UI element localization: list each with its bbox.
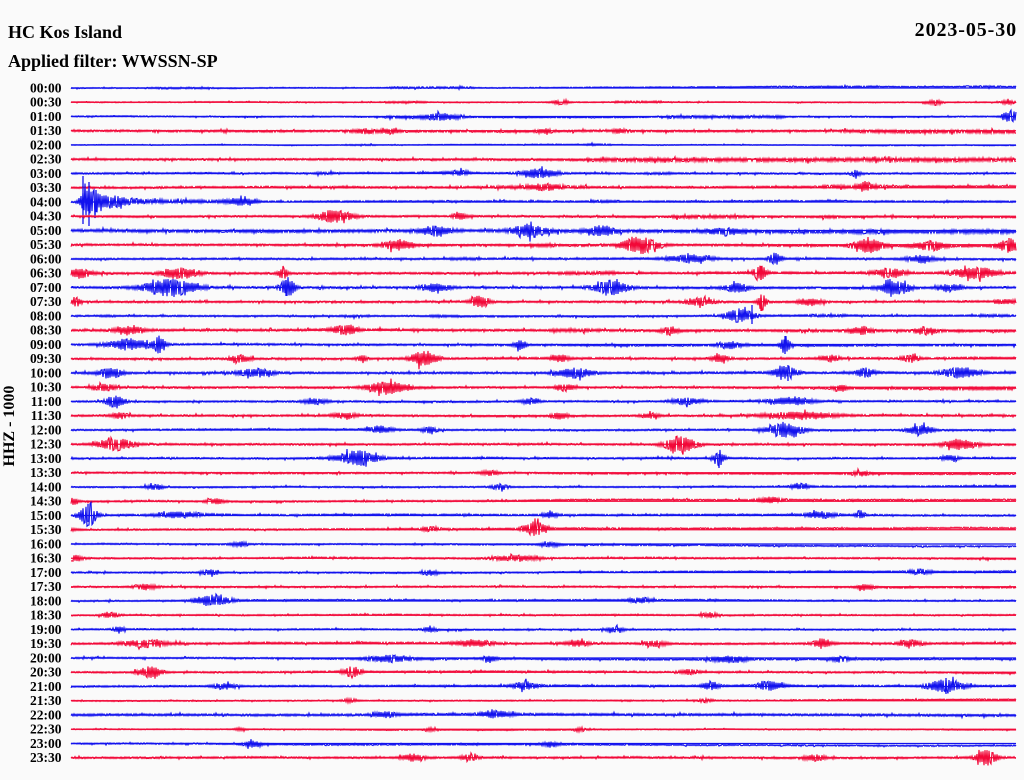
svg-text:08:30: 08:30 bbox=[30, 323, 62, 338]
svg-text:13:30: 13:30 bbox=[30, 465, 62, 480]
svg-text:18:30: 18:30 bbox=[30, 608, 62, 623]
svg-text:00:00: 00:00 bbox=[30, 80, 62, 95]
svg-text:05:30: 05:30 bbox=[30, 237, 62, 252]
svg-text:08:00: 08:00 bbox=[30, 308, 62, 323]
svg-text:11:30: 11:30 bbox=[31, 408, 62, 423]
svg-text:03:30: 03:30 bbox=[30, 180, 62, 195]
svg-text:14:30: 14:30 bbox=[30, 494, 62, 509]
svg-text:07:00: 07:00 bbox=[30, 280, 62, 295]
svg-text:23:00: 23:00 bbox=[30, 736, 62, 751]
svg-text:16:00: 16:00 bbox=[30, 536, 62, 551]
svg-text:02:00: 02:00 bbox=[30, 137, 62, 152]
svg-text:13:00: 13:00 bbox=[30, 451, 62, 466]
svg-text:15:00: 15:00 bbox=[30, 508, 62, 523]
svg-text:19:00: 19:00 bbox=[30, 622, 62, 637]
svg-text:21:30: 21:30 bbox=[30, 693, 62, 708]
svg-text:10:30: 10:30 bbox=[30, 380, 62, 395]
svg-text:15:30: 15:30 bbox=[30, 522, 62, 537]
svg-text:10:00: 10:00 bbox=[30, 365, 62, 380]
svg-text:09:30: 09:30 bbox=[30, 351, 62, 366]
svg-text:02:30: 02:30 bbox=[30, 152, 62, 167]
svg-text:07:30: 07:30 bbox=[30, 294, 62, 309]
svg-text:01:30: 01:30 bbox=[30, 123, 62, 138]
svg-text:04:30: 04:30 bbox=[30, 209, 62, 224]
svg-text:17:00: 17:00 bbox=[30, 565, 62, 580]
svg-text:20:30: 20:30 bbox=[30, 665, 62, 680]
svg-text:05:00: 05:00 bbox=[30, 223, 62, 238]
svg-text:06:30: 06:30 bbox=[30, 266, 62, 281]
svg-text:20:00: 20:00 bbox=[30, 650, 62, 665]
svg-text:17:30: 17:30 bbox=[30, 579, 62, 594]
svg-text:03:00: 03:00 bbox=[30, 166, 62, 181]
svg-text:01:00: 01:00 bbox=[30, 109, 62, 124]
svg-text:16:30: 16:30 bbox=[30, 551, 62, 566]
svg-text:06:00: 06:00 bbox=[30, 251, 62, 266]
svg-text:18:00: 18:00 bbox=[30, 593, 62, 608]
svg-text:19:30: 19:30 bbox=[30, 636, 62, 651]
svg-text:14:00: 14:00 bbox=[30, 479, 62, 494]
svg-text:04:00: 04:00 bbox=[30, 194, 62, 209]
svg-text:00:30: 00:30 bbox=[30, 95, 62, 110]
svg-text:23:30: 23:30 bbox=[30, 750, 62, 765]
svg-text:11:00: 11:00 bbox=[31, 394, 62, 409]
svg-text:22:00: 22:00 bbox=[30, 707, 62, 722]
svg-text:09:00: 09:00 bbox=[30, 337, 62, 352]
svg-text:22:30: 22:30 bbox=[30, 722, 62, 737]
svg-text:21:00: 21:00 bbox=[30, 679, 62, 694]
svg-text:12:30: 12:30 bbox=[30, 437, 62, 452]
svg-text:12:00: 12:00 bbox=[30, 422, 62, 437]
